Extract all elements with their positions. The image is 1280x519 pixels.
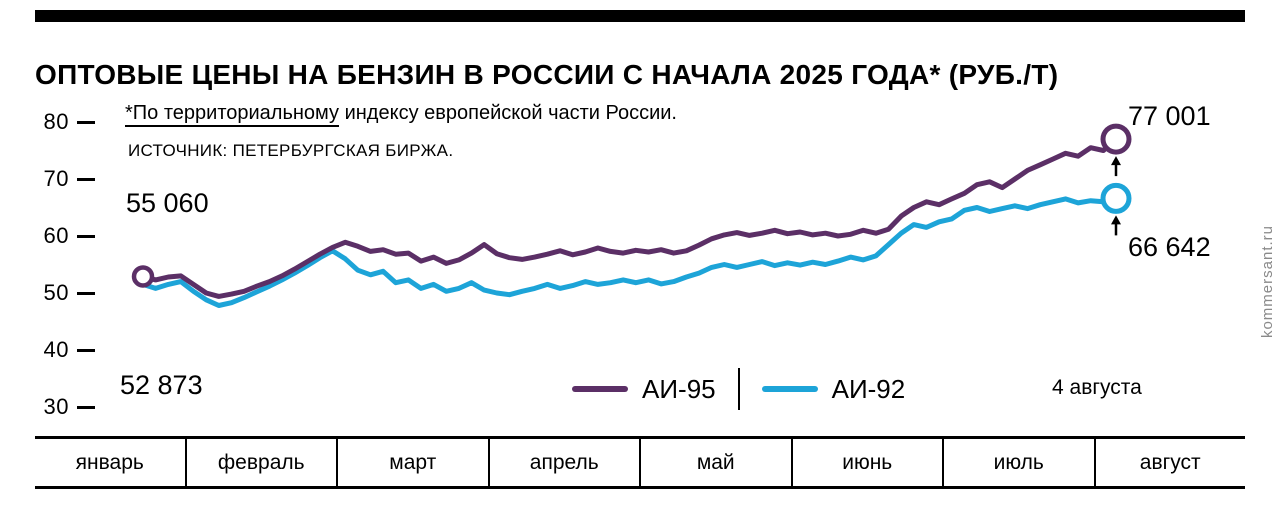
y-tick-80: 80 [35, 109, 95, 135]
month-label-апрель: апрель [487, 439, 640, 486]
y-tick-70: 70 [35, 166, 95, 192]
y-tick-label: 30 [43, 394, 69, 419]
ai92-end-value: 66 642 [1128, 232, 1211, 262]
y-tick-label: 60 [43, 223, 69, 248]
ai95-line-swatch [572, 386, 628, 392]
ai95-end-value: 77 001 [1128, 101, 1211, 131]
source-line: ИСТОЧНИК: ПЕТЕРБУРГСКАЯ БИРЖА. [128, 141, 454, 160]
y-tick-mark [77, 234, 95, 238]
y-tick-label: 50 [43, 280, 69, 305]
ai95-start-marker [131, 265, 155, 288]
month-label-май: май [639, 439, 791, 486]
legend-item-ai92: АИ-92 [761, 373, 906, 405]
month-label-июнь: июнь [790, 439, 943, 486]
y-tick-label: 70 [43, 166, 69, 191]
month-label-июль: июль [942, 439, 1094, 486]
ai92-end-marker [1100, 182, 1132, 214]
y-tick-mark [77, 348, 95, 352]
watermark: kommersant.ru [1259, 225, 1276, 339]
ai95-start-value: 55 060 [126, 188, 209, 218]
footnote-underlined: *По территориальному [125, 102, 340, 127]
month-axis: январь февраль март апрель май июнь июль август [35, 436, 1245, 489]
month-label-март: март [336, 439, 488, 486]
legend: АИ-95 АИ-92 [572, 368, 905, 410]
ai92-legend-label: АИ-92 [831, 373, 906, 404]
y-tick-40: 40 [35, 337, 95, 363]
legend-item-ai95: АИ-95 [572, 374, 716, 405]
ai92-line-swatch [761, 386, 818, 392]
ai95-end-marker [1100, 123, 1132, 155]
series-line-АИ-95 [140, 136, 1119, 299]
y-tick-30: 30 [35, 394, 95, 420]
y-tick-mark [77, 291, 95, 295]
series-line-АИ-92 [140, 195, 1119, 308]
top-bar [35, 10, 1245, 22]
y-tick-label: 40 [43, 337, 69, 362]
ai95-legend-label: АИ-95 [642, 373, 716, 404]
ai92-arrow-icon [1111, 215, 1121, 236]
month-label-август: август [1093, 439, 1246, 486]
y-tick-label: 80 [43, 109, 69, 134]
y-tick-50: 50 [35, 280, 95, 306]
month-label-январь: январь [75, 450, 144, 474]
month-label-февраль: февраль [184, 439, 337, 486]
y-tick-mark [77, 177, 95, 181]
y-tick-mark [77, 120, 95, 124]
y-tick-60: 60 [35, 223, 95, 249]
legend-divider [737, 368, 740, 410]
footnote: *По территориальному индексу европейской… [125, 102, 677, 127]
y-tick-mark [77, 405, 95, 409]
end-date-label: 4 августа [1052, 376, 1142, 399]
footnote-rest: индексу европейской части России. [339, 102, 677, 124]
chart-title: ОПТОВЫЕ ЦЕНЫ НА БЕНЗИН В РОССИИ С НАЧАЛА… [35, 58, 1059, 90]
ai95-arrow-icon [1111, 156, 1121, 177]
ai92-start-value: 52 873 [120, 370, 203, 400]
